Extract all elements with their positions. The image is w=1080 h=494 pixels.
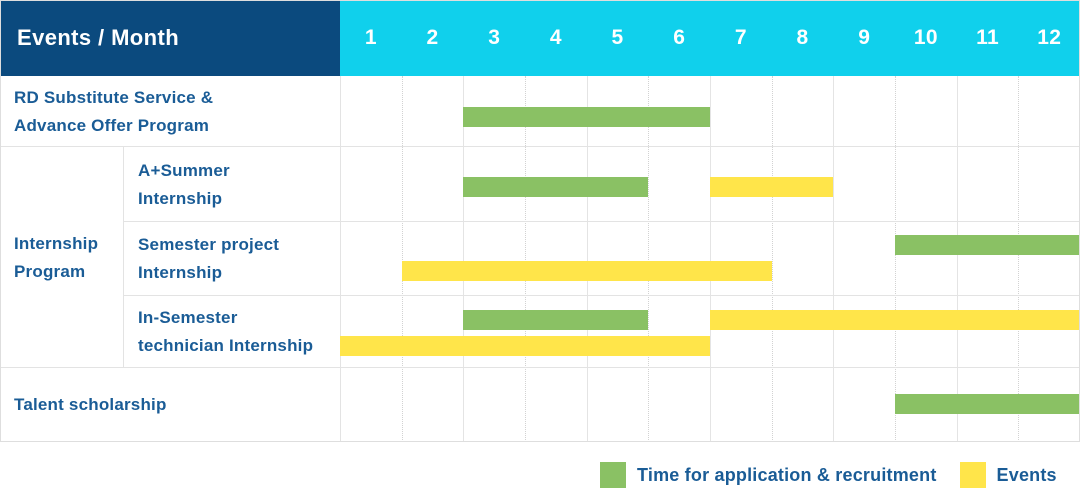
month-gridline [648, 76, 650, 442]
gantt-bar-application [895, 394, 1080, 414]
month-header-row: 1 2 3 4 5 6 7 8 9 10 11 12 [340, 0, 1080, 76]
month-gridline [525, 76, 526, 442]
row-divider [123, 221, 1080, 222]
month-gridline [771, 76, 773, 442]
gantt-bar-event [710, 310, 1080, 330]
row-label-talent-scholarship: Talent scholarship [14, 395, 167, 414]
row-label-semester-project: Semester project Internship [138, 235, 280, 282]
month-gridline [956, 76, 958, 442]
month-gridline [1018, 76, 1020, 442]
month-header-10: 10 [913, 26, 938, 49]
row-label-in-semester-technician: In-Semester technician Internship [138, 308, 314, 355]
month-header-1: 1 [364, 26, 377, 49]
legend-swatch-application [600, 462, 626, 488]
row-divider [0, 367, 1080, 368]
row-label-a-plus-summer: A+Summer Internship [138, 160, 230, 208]
month-header-6: 6 [673, 26, 686, 49]
month-header-12: 12 [1037, 26, 1062, 49]
sublabel-divider [123, 147, 124, 367]
month-gridline [401, 76, 403, 442]
row-label-rd-substitute: RD Substitute Service & Advance Offer Pr… [14, 87, 214, 135]
month-header-9: 9 [858, 26, 871, 49]
chart-left-divider [340, 76, 341, 442]
month-gridline [833, 76, 835, 442]
month-header-3: 3 [488, 26, 501, 49]
month-gridline [586, 76, 588, 442]
month-header-8: 8 [796, 26, 809, 49]
table-title: Events / Month [17, 25, 180, 50]
month-header-5: 5 [611, 26, 624, 49]
month-gridline [463, 76, 465, 442]
month-header-2: 2 [426, 26, 439, 49]
row-divider [0, 146, 1080, 147]
month-header-4: 4 [549, 26, 562, 49]
month-header-11: 11 [976, 26, 999, 49]
schedule-table: Events / Month 1 2 3 4 5 6 7 8 9 10 11 12 RD Substi… [0, 0, 1080, 442]
row-group-label-internship-program: Internship Program [14, 233, 99, 281]
gantt-bar-event [401, 261, 772, 281]
legend-swatch-events [959, 462, 986, 488]
row-divider [123, 295, 1080, 296]
month-gridline [895, 76, 896, 442]
gantt-bar-application [463, 310, 649, 330]
legend: Time for application & recruitment Event… [600, 462, 1057, 488]
gantt-bar-event [710, 177, 834, 197]
month-gridline [710, 76, 711, 442]
gantt-bar-application [463, 177, 649, 197]
gantt-bar-event [340, 336, 710, 356]
gantt-bar-application [895, 235, 1080, 255]
legend-label-events: Events [996, 464, 1057, 485]
legend-label-application: Time for application & recruitment [637, 464, 937, 485]
gantt-bar-application [463, 107, 710, 127]
table-corner-header: Events / Month [0, 0, 340, 76]
month-header-7: 7 [734, 26, 747, 49]
